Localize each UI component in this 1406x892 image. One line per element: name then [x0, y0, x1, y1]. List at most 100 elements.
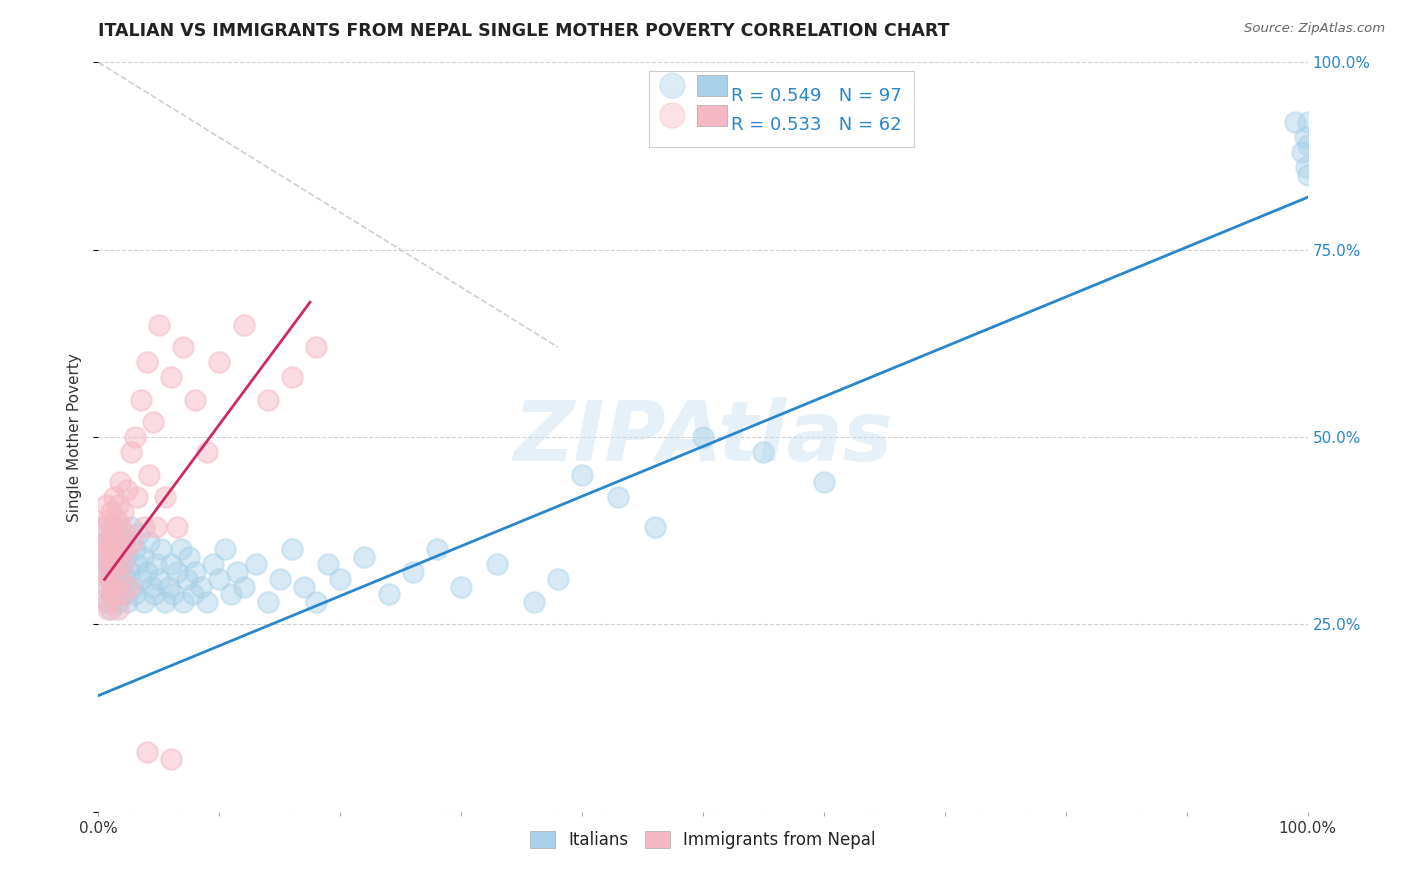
Point [97, 512, 120, 526]
Point [256, 392, 278, 407]
Point [269, 573, 291, 587]
Point [93, 565, 115, 579]
Point [111, 587, 134, 601]
Point [101, 527, 124, 541]
Point [166, 520, 188, 534]
Point [104, 535, 127, 549]
Point [1296, 168, 1319, 182]
Point [107, 602, 129, 616]
Point [138, 467, 160, 482]
Point [104, 558, 127, 572]
Point [153, 595, 176, 609]
Point [124, 542, 146, 557]
Point [184, 392, 207, 407]
Point [100, 558, 122, 572]
Point [100, 558, 122, 572]
Point [105, 535, 128, 549]
Point [101, 573, 124, 587]
Point [100, 527, 122, 541]
Point [100, 505, 122, 519]
Point [98, 542, 121, 557]
Point [118, 565, 141, 579]
Point [97, 595, 120, 609]
Point [103, 490, 125, 504]
Point [281, 542, 304, 557]
Point [752, 445, 775, 459]
Point [135, 745, 157, 759]
Point [97, 558, 120, 572]
Point [111, 558, 134, 572]
Point [114, 527, 136, 541]
Point [221, 587, 243, 601]
Point [134, 520, 156, 534]
Point [166, 565, 188, 579]
Point [103, 542, 125, 557]
Point [607, 490, 630, 504]
Point [329, 573, 352, 587]
Point [98, 573, 121, 587]
Point [316, 558, 339, 572]
Text: ITALIAN VS IMMIGRANTS FROM NEPAL SINGLE MOTHER POVERTY CORRELATION CHART: ITALIAN VS IMMIGRANTS FROM NEPAL SINGLE … [98, 22, 950, 40]
Point [93, 565, 115, 579]
Point [96, 558, 118, 572]
Point [523, 595, 546, 609]
Point [127, 527, 149, 541]
Point [127, 490, 149, 504]
Point [110, 520, 132, 534]
Point [93, 520, 115, 534]
Point [108, 527, 131, 541]
Point [124, 587, 146, 601]
Point [96, 580, 118, 594]
Point [120, 520, 142, 534]
Point [172, 340, 194, 354]
Point [195, 445, 218, 459]
Point [232, 580, 254, 594]
Point [101, 580, 124, 594]
Point [107, 549, 129, 564]
Point [486, 558, 509, 572]
Point [117, 483, 139, 497]
Point [132, 549, 155, 564]
Point [97, 535, 120, 549]
Y-axis label: Single Mother Poverty: Single Mother Poverty [67, 352, 83, 522]
Point [105, 580, 128, 594]
Point [179, 549, 201, 564]
Point [143, 587, 166, 601]
Point [245, 558, 267, 572]
Point [121, 535, 143, 549]
Point [145, 520, 167, 534]
Point [208, 355, 231, 369]
Point [108, 573, 131, 587]
Point [202, 558, 225, 572]
Text: Source: ZipAtlas.com: Source: ZipAtlas.com [1244, 22, 1385, 36]
Point [138, 535, 160, 549]
Point [115, 542, 138, 557]
Point [101, 542, 124, 557]
Text: ZIPAtlas: ZIPAtlas [513, 397, 893, 477]
Point [644, 520, 666, 534]
Point [94, 498, 117, 512]
Point [1284, 115, 1306, 129]
Point [108, 542, 131, 557]
Point [281, 370, 304, 384]
Point [105, 558, 128, 572]
Point [93, 520, 115, 534]
Point [160, 558, 183, 572]
Point [98, 549, 121, 564]
Point [108, 580, 131, 594]
Point [114, 573, 136, 587]
Point [93, 542, 115, 557]
Point [96, 535, 118, 549]
Point [256, 595, 278, 609]
Point [107, 498, 129, 512]
Point [162, 587, 184, 601]
Point [377, 587, 399, 601]
Point [94, 580, 117, 594]
Point [103, 587, 125, 601]
Point [160, 370, 183, 384]
Point [195, 595, 218, 609]
Point [181, 587, 204, 601]
Point [93, 542, 115, 557]
Point [305, 595, 328, 609]
Point [108, 565, 131, 579]
